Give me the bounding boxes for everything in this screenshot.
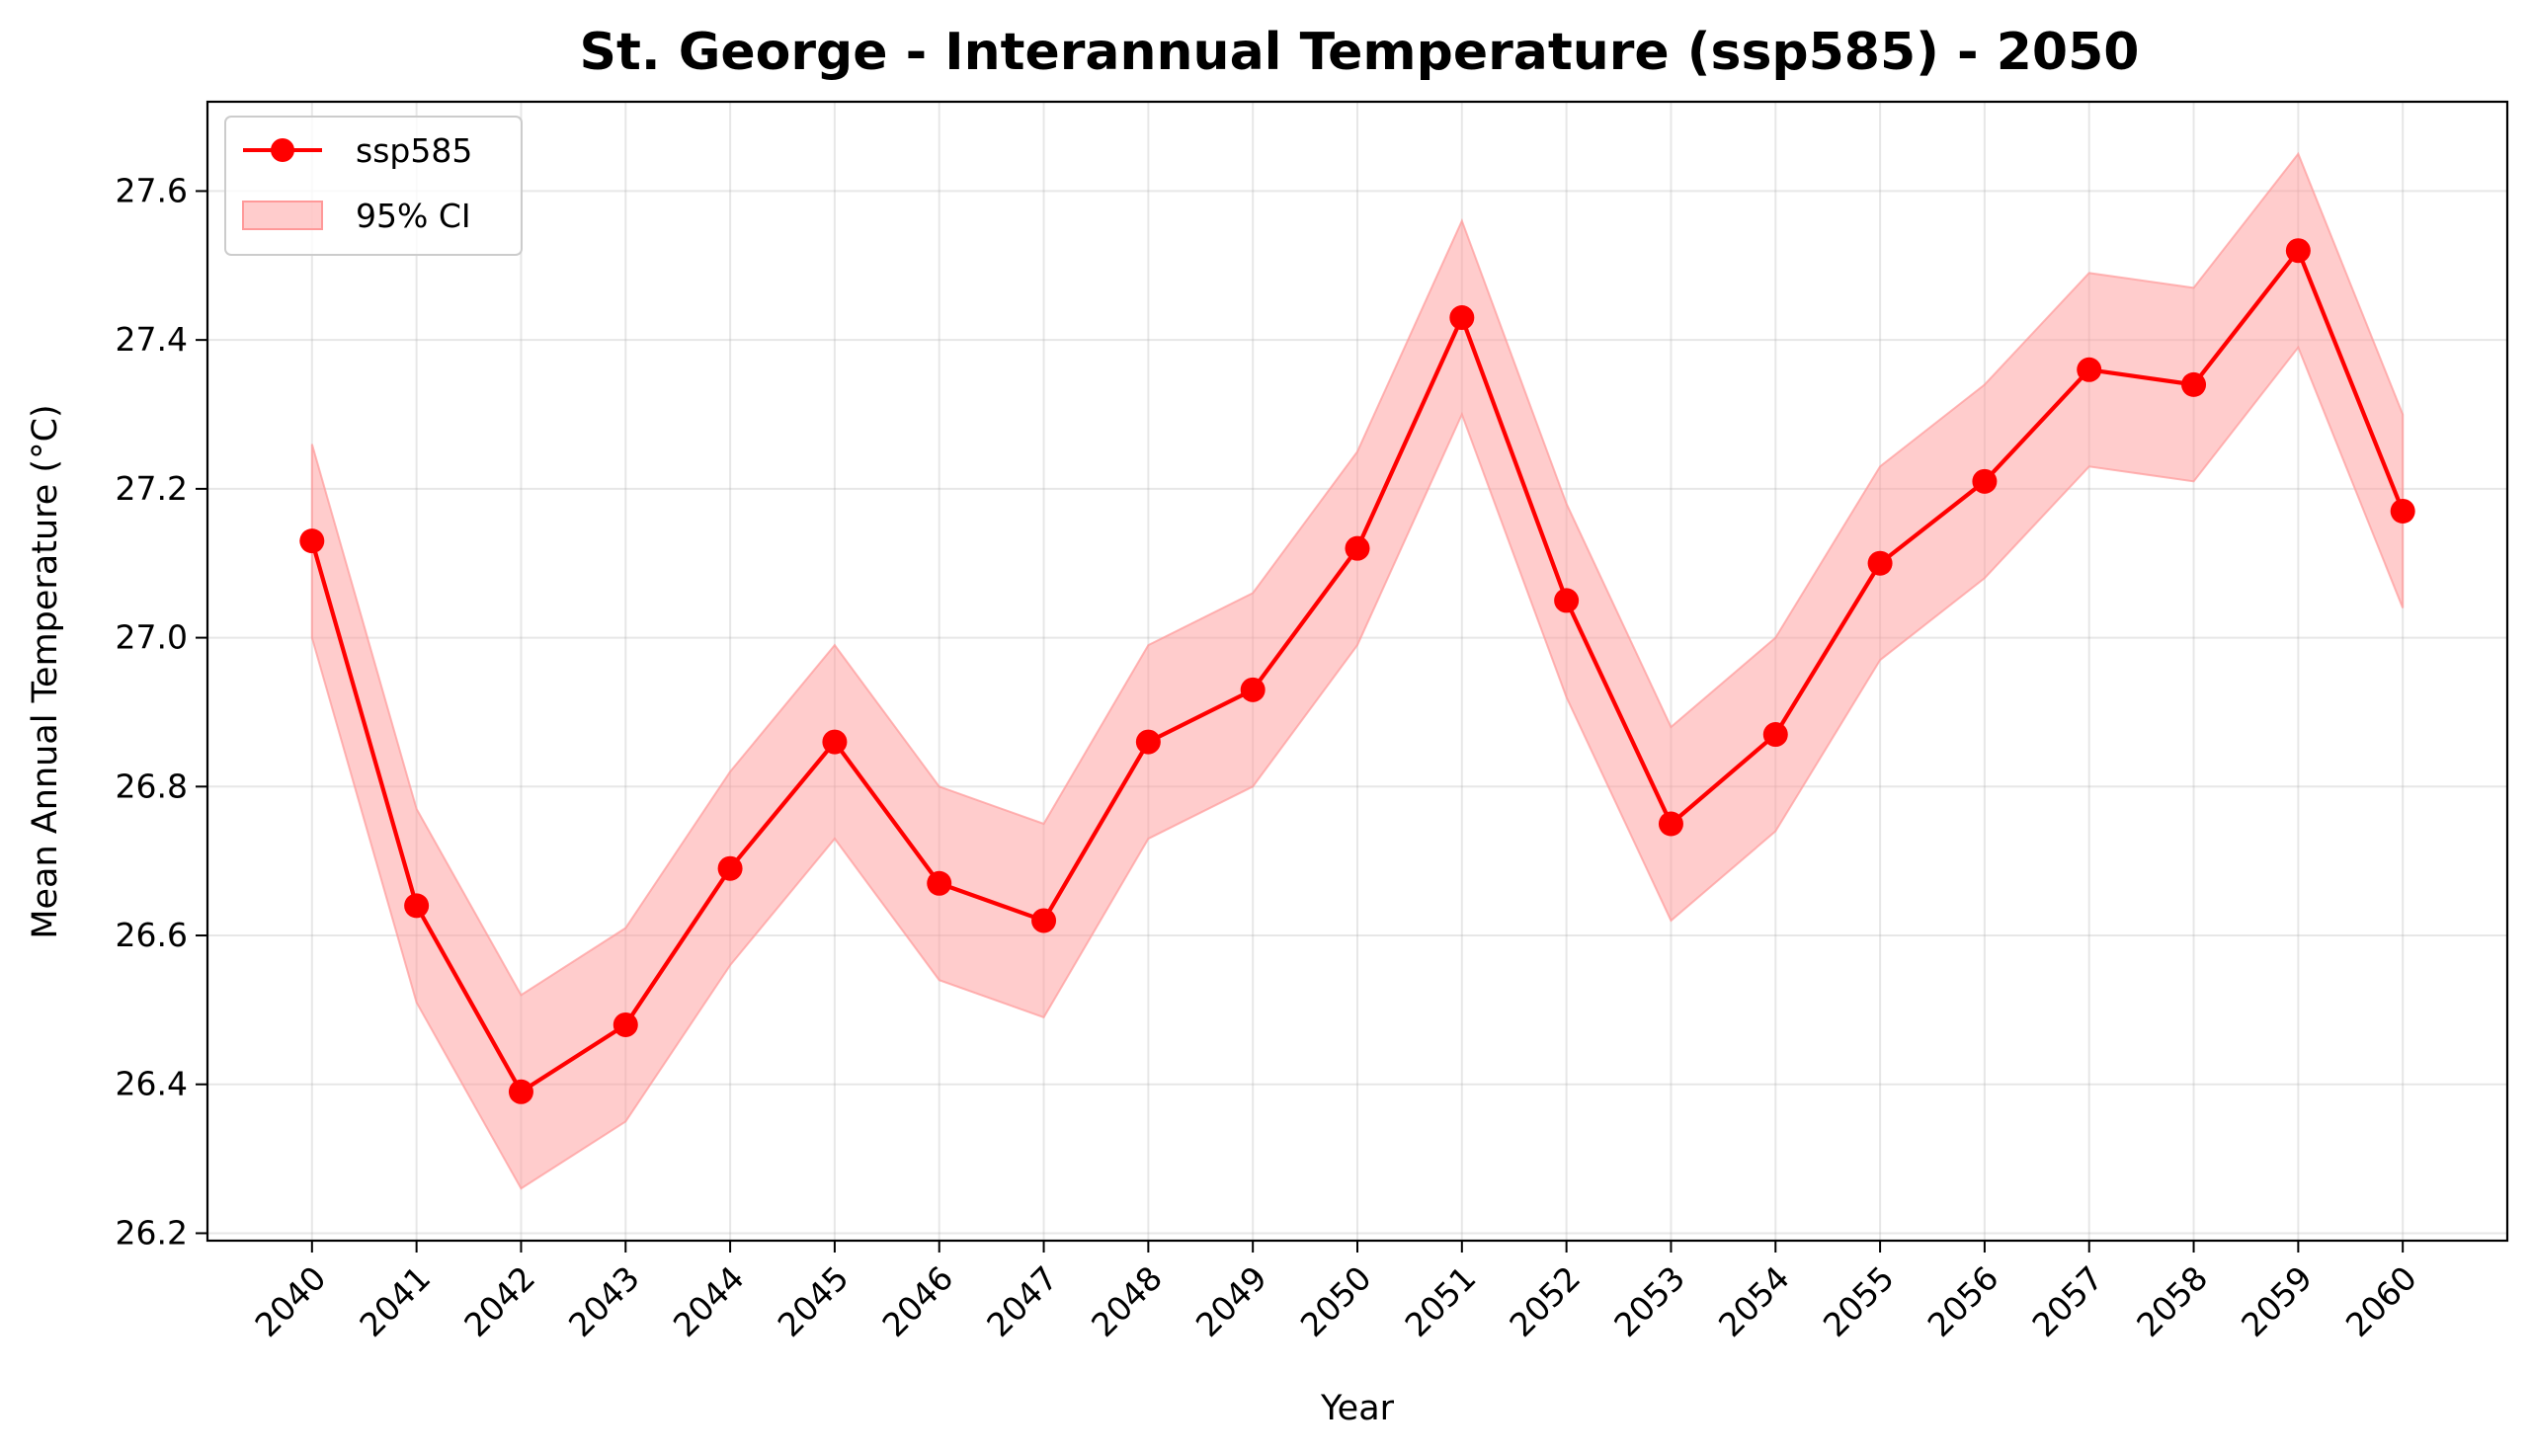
legend-entry-ssp585: ssp585 (356, 131, 472, 170)
data-point (1031, 908, 1057, 933)
chart-title: St. George - Interannual Temperature (ss… (580, 23, 2140, 82)
x-axis-label: Year (1320, 1389, 1395, 1428)
data-point (1867, 550, 1893, 576)
y-tick-label: 26.8 (116, 767, 188, 805)
legend-band-swatch (242, 201, 323, 230)
data-point (717, 855, 743, 881)
y-tick-label: 26.4 (116, 1065, 188, 1103)
data-point (2181, 371, 2207, 397)
data-point (2285, 238, 2311, 264)
data-point (1658, 811, 1683, 837)
data-point (1135, 729, 1161, 755)
data-point (2390, 498, 2415, 524)
data-point (2077, 357, 2102, 382)
data-points (299, 238, 2415, 1104)
data-point (508, 1079, 533, 1104)
legend-entry-ci: 95% CI (356, 197, 471, 235)
data-point (1240, 677, 1266, 702)
y-axis-label: Mean Annual Temperature (°C) (26, 404, 65, 938)
legend-marker-swatch (271, 138, 294, 162)
y-tick-label: 26.6 (116, 916, 188, 954)
legend: ssp585 95% CI (224, 116, 523, 256)
y-tick-label: 27.6 (116, 171, 188, 209)
data-point (1345, 535, 1370, 561)
data-point (613, 1011, 638, 1037)
y-tick-label: 26.2 (116, 1213, 188, 1252)
data-point (404, 893, 430, 919)
data-point (927, 870, 952, 896)
y-tick-label: 27.2 (116, 469, 188, 508)
y-axis-ticks: 26.2 26.4 26.6 26.8 27.0 27.2 27.4 27.6 (116, 171, 207, 1252)
data-point (1449, 305, 1475, 331)
data-point (1762, 722, 1788, 748)
data-point (822, 729, 848, 755)
y-tick-label: 27.0 (116, 618, 188, 657)
y-tick-label: 27.4 (116, 320, 188, 359)
data-point (1972, 468, 1998, 494)
data-point (299, 528, 325, 554)
data-point (1554, 588, 1580, 613)
